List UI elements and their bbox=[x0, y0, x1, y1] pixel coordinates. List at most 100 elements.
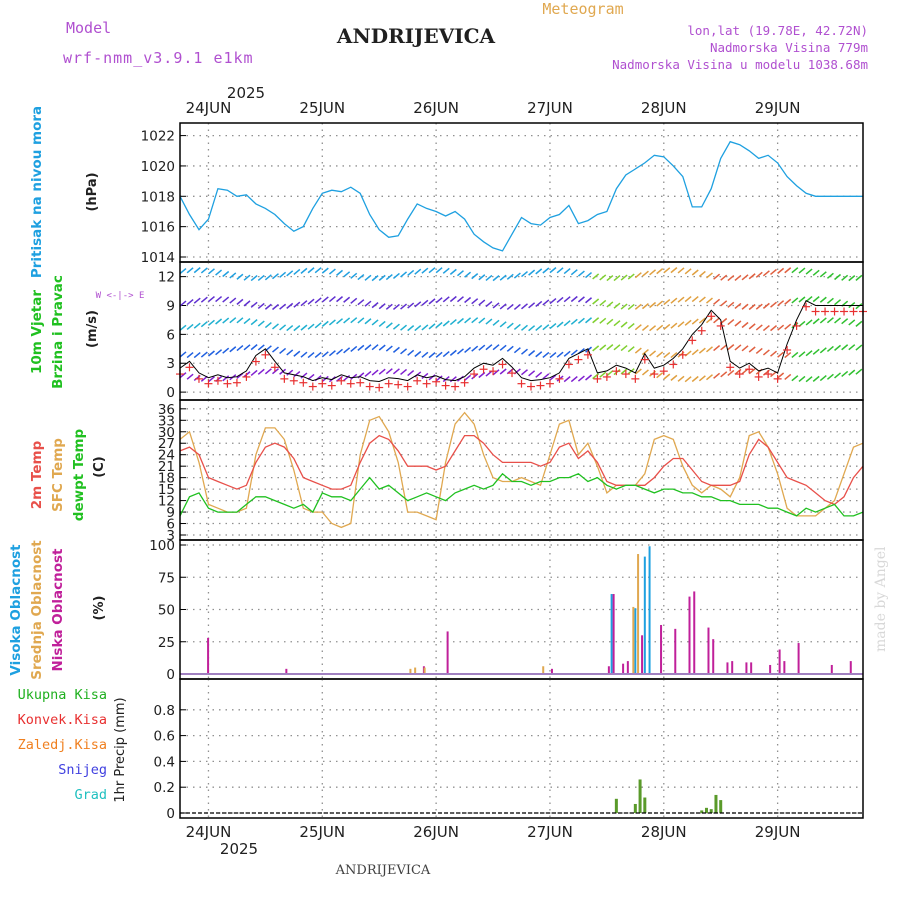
wind-barb bbox=[542, 373, 550, 380]
wind-barb bbox=[364, 318, 372, 325]
wind-barb bbox=[400, 271, 408, 278]
wind-barb bbox=[592, 273, 600, 280]
wind-barb bbox=[286, 324, 294, 332]
cloud-bar-low bbox=[731, 661, 734, 674]
x-tick-label-bottom: 25JUN bbox=[299, 823, 345, 841]
cloud-bar-low bbox=[641, 635, 644, 674]
wind-barb bbox=[620, 368, 628, 375]
wind-barb bbox=[698, 375, 706, 382]
wind-barb bbox=[371, 319, 379, 326]
wind-barb bbox=[385, 274, 393, 281]
wind-barb bbox=[392, 303, 400, 311]
x-tick-label-top: 25JUN bbox=[299, 99, 345, 117]
wind-barb bbox=[478, 344, 486, 351]
wind-barb bbox=[300, 324, 308, 331]
wind-barb bbox=[798, 267, 806, 274]
wind-barb bbox=[649, 269, 657, 276]
wind-barb bbox=[620, 274, 628, 281]
wind-barb bbox=[556, 351, 564, 358]
wind-barb bbox=[286, 270, 294, 277]
wind-barb bbox=[577, 296, 585, 303]
wind-barb bbox=[421, 324, 429, 331]
panel-frame bbox=[179, 678, 864, 819]
wind-barb bbox=[407, 269, 415, 277]
wind-barb bbox=[606, 274, 614, 282]
y-tick-label: 25 bbox=[158, 635, 175, 651]
wind-barb bbox=[492, 344, 500, 351]
wind-barb bbox=[762, 302, 770, 309]
wind-barb bbox=[506, 322, 514, 329]
wind-barb bbox=[456, 270, 464, 277]
wind-barb bbox=[606, 370, 614, 377]
wind-barb bbox=[449, 319, 457, 326]
wind-barb bbox=[770, 325, 777, 332]
wind-barb bbox=[478, 299, 486, 306]
cloud-bar-low bbox=[830, 664, 833, 674]
wind-barb bbox=[684, 296, 692, 303]
wind-barb bbox=[492, 275, 500, 282]
wind-barb bbox=[649, 301, 657, 309]
wind-barb bbox=[243, 274, 251, 281]
wind-barb bbox=[620, 344, 628, 352]
precip-bar bbox=[614, 798, 618, 813]
wind-barb bbox=[407, 369, 415, 377]
wind-barb bbox=[592, 298, 600, 305]
wind-barb bbox=[805, 350, 813, 357]
wind-barb bbox=[570, 295, 578, 303]
wind-barb bbox=[506, 273, 514, 280]
wind-barb bbox=[521, 271, 528, 278]
series-temp2m bbox=[179, 434, 864, 506]
wind-barb bbox=[805, 376, 813, 383]
wind-barb bbox=[748, 368, 756, 375]
panel-pressure: 1014 1016 1018 1020 1022 bbox=[141, 122, 864, 266]
wind-barb bbox=[641, 369, 649, 376]
wind-barb bbox=[279, 271, 287, 278]
wind-barb bbox=[777, 351, 785, 358]
wind-barb bbox=[826, 272, 834, 279]
pressure-ylabel: Pritisak na nivou mora bbox=[29, 106, 45, 278]
wind-barb bbox=[698, 347, 706, 354]
precip-bar bbox=[643, 797, 647, 813]
wind-barb bbox=[378, 368, 386, 375]
wind-barb bbox=[464, 374, 472, 381]
cloud-bar-mid bbox=[414, 667, 417, 674]
wind-barb bbox=[492, 302, 500, 309]
wind-barb bbox=[321, 267, 329, 274]
wind-barb bbox=[720, 274, 728, 281]
wind-barb bbox=[229, 272, 237, 279]
wind-barb bbox=[592, 345, 600, 352]
wind-ylabel-2: Brzina i Pravac bbox=[50, 275, 66, 389]
wind-barb bbox=[535, 351, 543, 358]
cloud-bar-low bbox=[712, 639, 715, 674]
wind-barb bbox=[627, 322, 635, 330]
wind-barb bbox=[343, 271, 351, 278]
cloud-bar-low bbox=[707, 627, 710, 674]
wind-barb bbox=[855, 320, 863, 327]
wind-barb bbox=[357, 317, 365, 324]
y-tick-label: 15 bbox=[158, 482, 175, 498]
wind-barb bbox=[606, 301, 614, 308]
wind-barb bbox=[663, 323, 671, 331]
wind-barb bbox=[784, 298, 792, 305]
wind-barb bbox=[428, 323, 436, 330]
wind-barb bbox=[200, 267, 208, 274]
wind-barb bbox=[179, 268, 187, 275]
wind-barb bbox=[528, 350, 536, 357]
wind-barb bbox=[713, 298, 721, 305]
y-tick-label: 100 bbox=[149, 538, 175, 554]
model-altitude-readout: Nadmorska Visina u modelu 1038.68m bbox=[612, 57, 868, 72]
wind-barb bbox=[627, 303, 635, 311]
wind-barb bbox=[236, 273, 244, 280]
wind-barb bbox=[755, 271, 763, 278]
panel-frame bbox=[179, 122, 864, 263]
wind-barb bbox=[634, 347, 642, 354]
wind-barb bbox=[720, 300, 728, 307]
wind-barb bbox=[613, 344, 621, 351]
wind-barb bbox=[848, 344, 856, 351]
wind-barb bbox=[577, 270, 585, 277]
wind-barb bbox=[478, 274, 486, 281]
cloud-bar-high bbox=[648, 546, 651, 674]
wind-barb bbox=[179, 351, 187, 358]
wind-barb bbox=[392, 323, 400, 330]
